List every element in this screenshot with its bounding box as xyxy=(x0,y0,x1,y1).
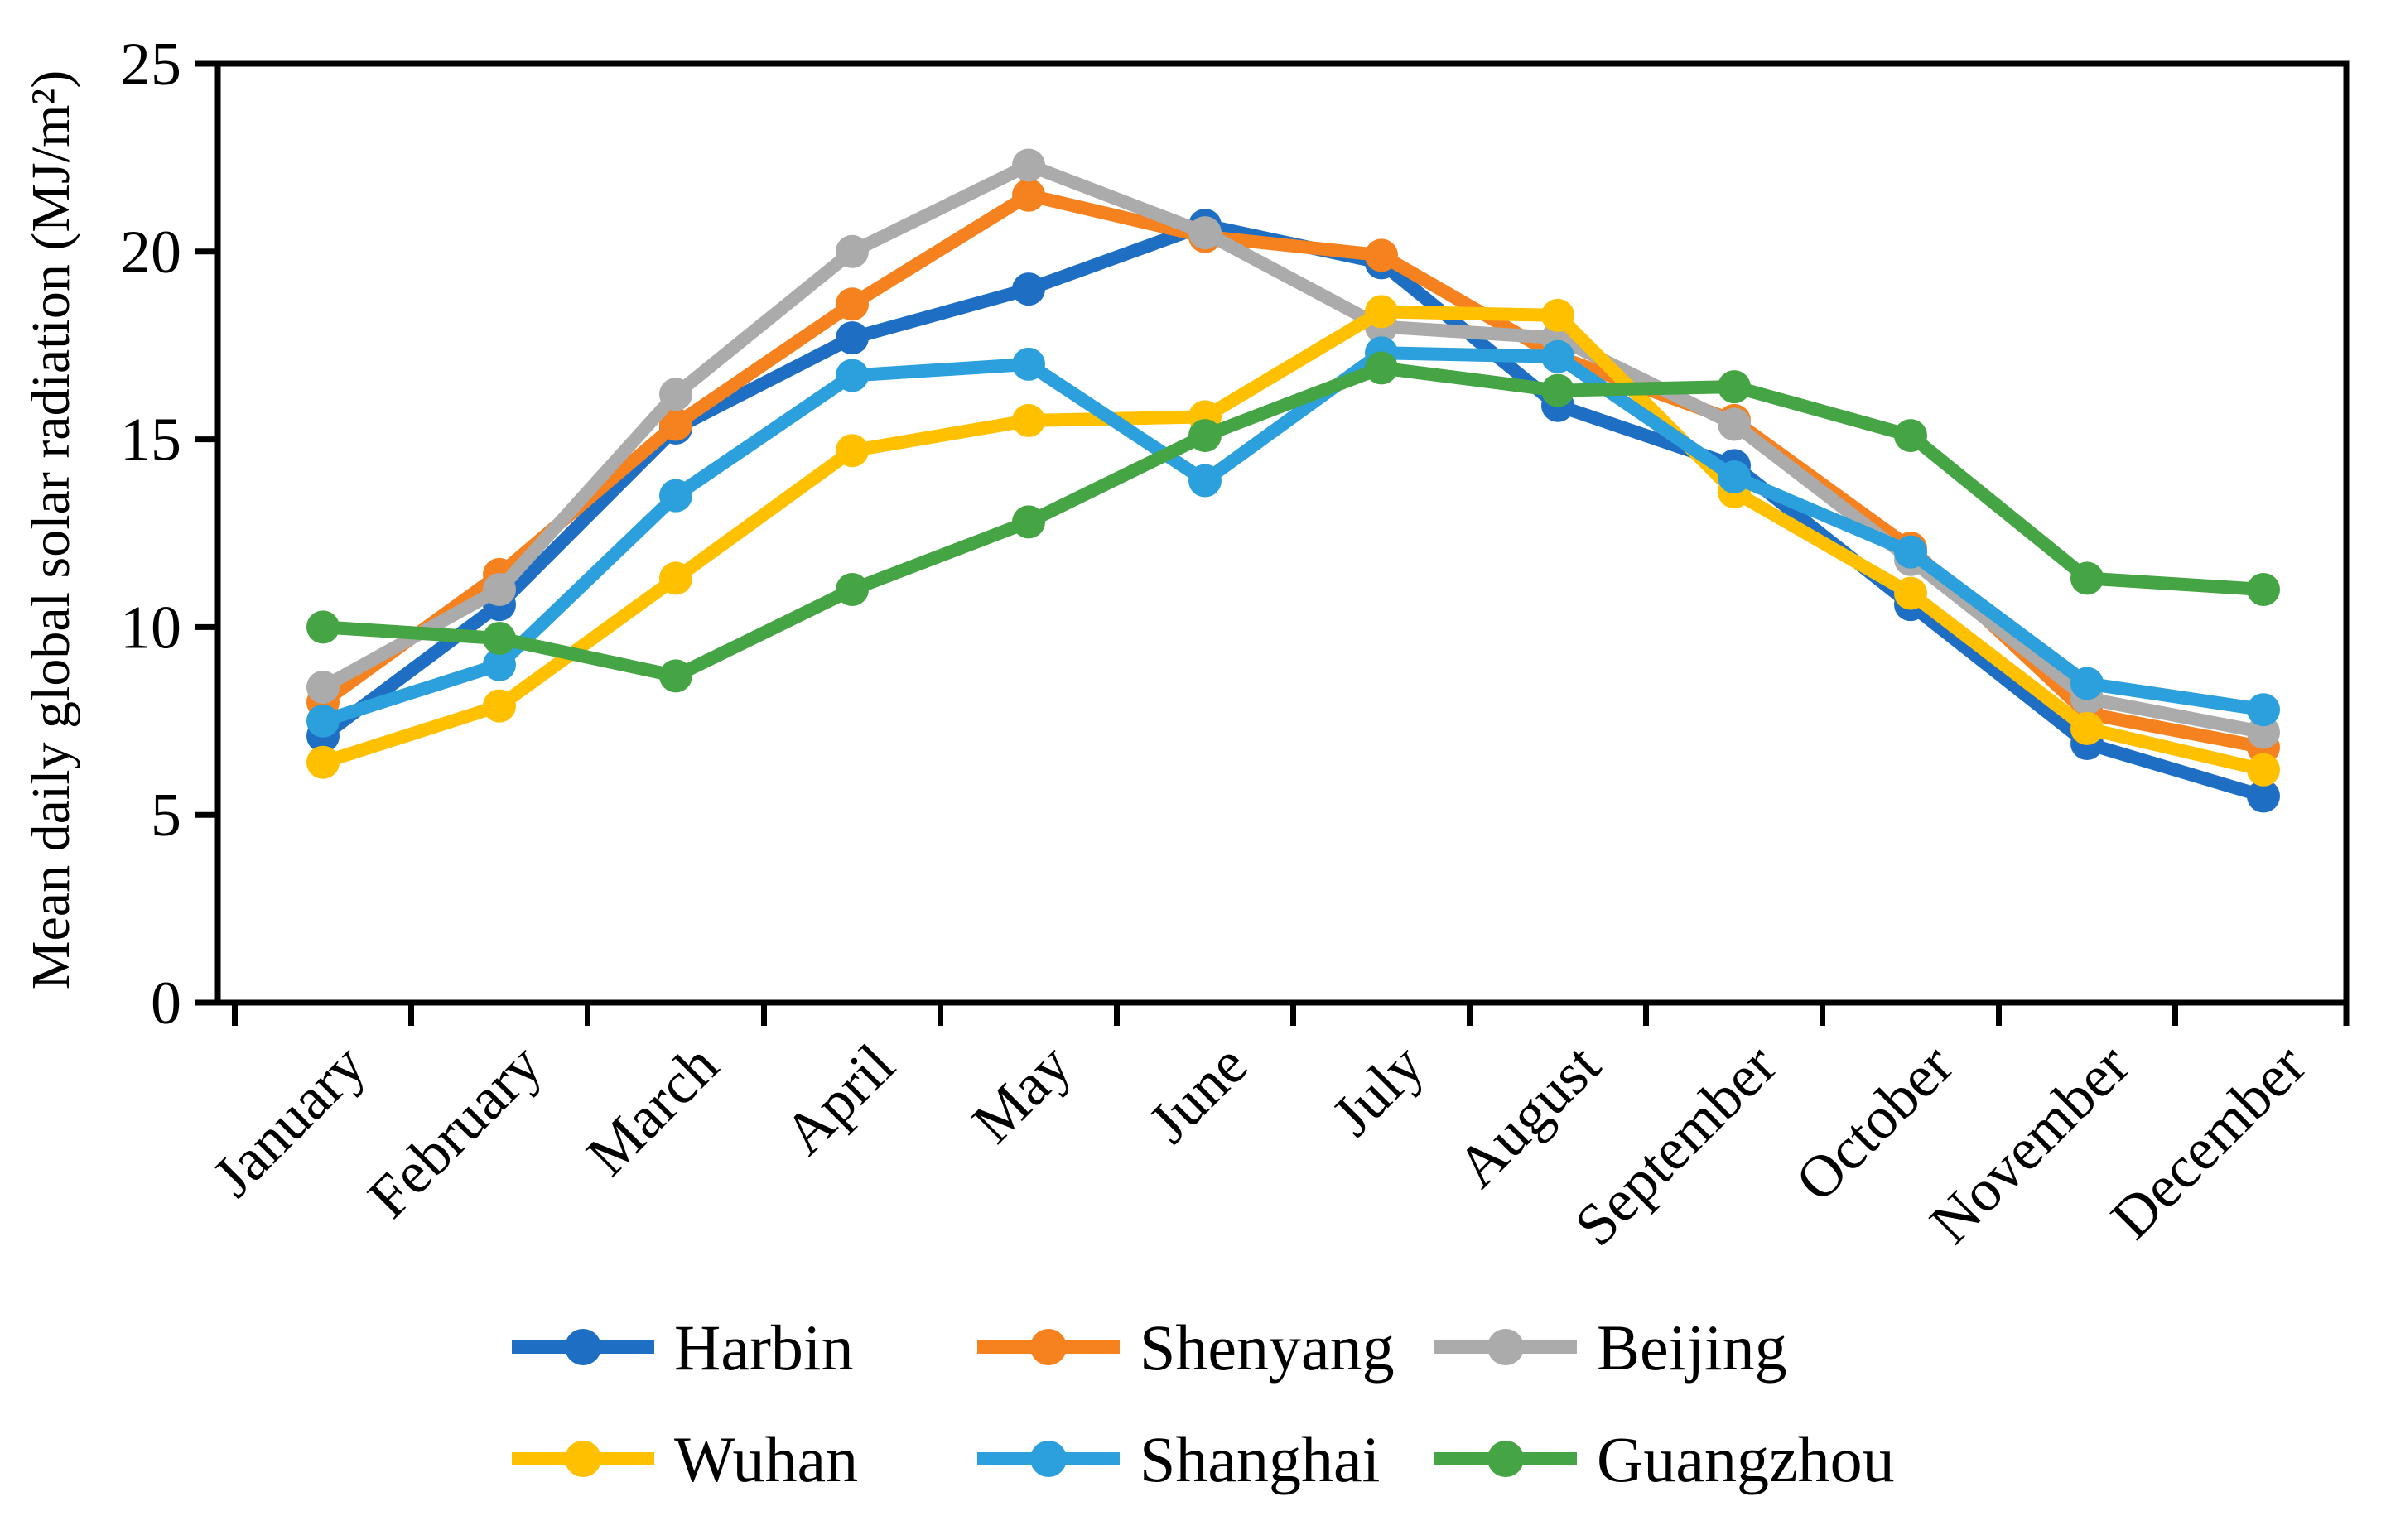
legend-item-beijing: Beijing xyxy=(1434,1311,1787,1384)
data-point xyxy=(659,378,692,411)
legend-label: Shenyang xyxy=(1140,1311,1395,1384)
data-point xyxy=(1012,347,1045,381)
legend-marker-dot xyxy=(1487,1329,1524,1365)
y-axis-tick-label: 25 xyxy=(120,31,181,99)
data-point xyxy=(659,479,692,513)
data-point xyxy=(483,689,516,723)
legend-item-wuhan: Wuhan xyxy=(512,1423,858,1495)
data-point xyxy=(483,573,516,607)
series-line xyxy=(316,361,2270,683)
legend-marker-dot xyxy=(1487,1441,1524,1477)
data-point xyxy=(1188,419,1222,453)
data-point xyxy=(1012,403,1045,437)
y-axis-tick-label: 20 xyxy=(120,219,181,286)
data-point xyxy=(1365,238,1398,272)
series-line xyxy=(316,158,2270,739)
plot-area-border xyxy=(214,60,2350,1006)
legend-label: Beijing xyxy=(1597,1311,1787,1384)
legend-label: Harbin xyxy=(674,1311,854,1384)
data-point xyxy=(306,704,340,738)
x-axis-label: January xyxy=(200,1032,378,1210)
series-guangzhou xyxy=(306,351,2280,693)
y-axis-tick-label: 5 xyxy=(151,782,181,849)
data-point xyxy=(2247,693,2280,727)
x-axis-label: July xyxy=(1319,1032,1436,1148)
data-point xyxy=(2070,561,2104,595)
data-point xyxy=(1012,505,1045,539)
data-point xyxy=(1718,407,1751,441)
data-point xyxy=(2247,573,2280,607)
data-point xyxy=(2070,711,2104,745)
data-point xyxy=(1365,295,1398,329)
data-point xyxy=(483,647,516,681)
series-line xyxy=(316,346,2270,728)
legend-label: Guangzhou xyxy=(1597,1423,1895,1495)
data-point xyxy=(1894,419,1927,453)
data-point xyxy=(483,622,516,656)
data-point xyxy=(836,287,869,321)
legend-item-harbin: Harbin xyxy=(512,1311,854,1384)
x-axis-label: May xyxy=(959,1032,1083,1156)
data-point xyxy=(1894,535,1927,569)
legend-marker-dot xyxy=(565,1329,601,1365)
data-point xyxy=(1188,464,1222,498)
data-point xyxy=(836,359,869,392)
data-point xyxy=(306,745,340,779)
x-axis-label: August xyxy=(1444,1032,1613,1201)
data-point xyxy=(2070,667,2104,700)
series-wuhan xyxy=(306,295,2280,787)
data-point xyxy=(1541,373,1574,407)
legend-label: Wuhan xyxy=(674,1423,858,1495)
data-point xyxy=(836,234,869,268)
y-axis-title: Mean daily global solar radiation (MJ/m²… xyxy=(21,70,81,990)
legend-marker-dot xyxy=(1030,1329,1067,1365)
legend-marker-dot xyxy=(565,1441,601,1477)
series-harbin xyxy=(306,209,2280,813)
legend-item-shenyang: Shenyang xyxy=(977,1311,1395,1384)
data-point xyxy=(2247,779,2280,813)
data-point xyxy=(659,407,692,441)
data-point xyxy=(2247,753,2280,787)
data-point xyxy=(306,670,340,704)
data-point xyxy=(1012,148,1045,182)
data-point xyxy=(306,610,340,644)
series-line xyxy=(316,219,2270,803)
data-point xyxy=(1012,272,1045,306)
y-axis-tick-label: 0 xyxy=(151,970,181,1037)
data-point xyxy=(1365,351,1398,385)
data-point xyxy=(1012,178,1045,212)
data-point xyxy=(836,573,869,607)
data-point xyxy=(1541,298,1574,332)
legend-item-guangzhou: Guangzhou xyxy=(1434,1423,1895,1495)
data-point xyxy=(1541,339,1574,373)
legend-label: Shanghai xyxy=(1140,1423,1380,1495)
data-point xyxy=(836,321,869,355)
series-line xyxy=(316,305,2270,777)
x-axis-label: April xyxy=(771,1032,907,1167)
x-axis-label: December xyxy=(2099,1032,2319,1252)
x-axis-label: March xyxy=(574,1032,730,1188)
data-point xyxy=(836,434,869,468)
x-axis-label: February xyxy=(355,1032,554,1230)
x-axis-label: June xyxy=(1135,1032,1260,1156)
data-point xyxy=(1718,460,1751,493)
y-axis-tick-label: 15 xyxy=(120,407,181,474)
data-point xyxy=(1718,370,1751,404)
data-point xyxy=(659,561,692,595)
legend-item-shanghai: Shanghai xyxy=(977,1423,1380,1495)
data-point xyxy=(1894,576,1927,610)
data-point xyxy=(1188,216,1222,250)
legend-marker-dot xyxy=(1030,1441,1067,1477)
x-axis-label: October xyxy=(1783,1032,1966,1215)
y-axis-tick-label: 10 xyxy=(120,594,181,662)
data-point xyxy=(659,659,692,693)
